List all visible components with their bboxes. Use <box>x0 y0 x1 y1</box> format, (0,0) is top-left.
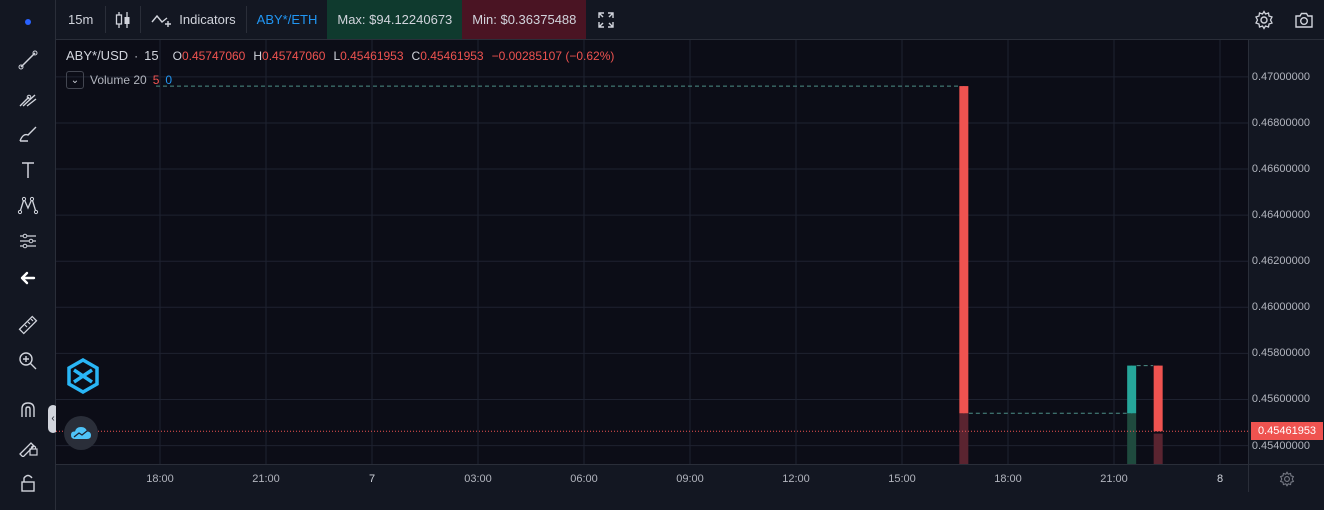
time-axis-label: 8 <box>1216 473 1224 485</box>
text-icon[interactable] <box>10 154 46 186</box>
indicators-button[interactable]: Indicators <box>141 0 245 39</box>
time-axis-label: 7 <box>368 473 376 485</box>
volume-value-1: 5 <box>152 73 160 87</box>
legend-open-label: O <box>172 48 182 63</box>
magnet-icon[interactable] <box>10 394 46 426</box>
pattern-icon[interactable] <box>10 189 46 221</box>
cursor-dot-icon[interactable] <box>10 6 46 38</box>
compare-pair-button[interactable]: ABY*/ETH <box>256 12 318 27</box>
volume-value-2: 0 <box>165 73 173 87</box>
pitchfork-icon[interactable] <box>10 82 46 114</box>
legend-low-value: 0.45461953 <box>340 48 404 63</box>
legend-open-value: 0.45747060 <box>181 48 246 63</box>
chevron-down-icon: ⌄ <box>70 74 80 86</box>
legend-interval: 15 <box>144 48 159 63</box>
unlock-icon[interactable] <box>10 466 46 498</box>
time-axis-label: 06:00 <box>570 473 598 485</box>
price-axis-label: 0.46400000 <box>1251 209 1310 222</box>
axis-settings-button[interactable] <box>1248 464 1324 492</box>
back-arrow-icon[interactable] <box>10 262 46 294</box>
price-axis-label: 0.45400000 <box>1251 439 1310 452</box>
left-drawing-toolbar: ‹ <box>0 0 58 510</box>
candles-icon <box>116 11 130 28</box>
price-axis-label: 0.46000000 <box>1251 301 1310 314</box>
candle-body <box>1127 365 1137 414</box>
top-toolbar: 15m Indicators ABY*/ETH Max: $94.1224067… <box>56 0 1324 40</box>
camera-icon <box>1295 12 1313 28</box>
ohlc-legend: ABY*/USD · 15 O0.45747060 H0.45747060 L0… <box>66 48 614 63</box>
toolbar-divider <box>105 6 107 33</box>
prediction-icon[interactable] <box>10 225 46 257</box>
legend-change: −0.00285107 (−0.62%) <box>491 48 615 63</box>
chevron-left-icon: ‹ <box>51 413 55 424</box>
time-axis-label: 18:00 <box>994 473 1022 485</box>
zoom-in-icon[interactable] <box>10 345 46 377</box>
brush-icon[interactable] <box>10 118 46 150</box>
toolbar-divider <box>140 6 142 33</box>
price-axis-label: 0.45600000 <box>1251 393 1310 406</box>
chart-pane[interactable]: ABY*/USD · 15 O0.45747060 H0.45747060 L0… <box>56 40 1248 464</box>
brand-logo-icon <box>66 357 100 395</box>
settings-button[interactable] <box>1244 9 1284 30</box>
cloud-button[interactable] <box>64 416 98 450</box>
time-axis-label: 09:00 <box>676 473 704 485</box>
price-axis[interactable]: 0.45461953 0.47000000 0.46800000 0.4660000… <box>1248 40 1324 464</box>
ruler-icon[interactable] <box>10 309 46 341</box>
time-axis-label: 12:00 <box>782 473 810 485</box>
time-axis-label: 18:00 <box>146 473 174 485</box>
lock-drawing-icon[interactable] <box>10 430 46 462</box>
legend-symbol[interactable]: ABY*/USD <box>66 48 129 63</box>
volume-bar <box>1153 433 1163 464</box>
indicators-icon <box>151 14 172 27</box>
interval-button[interactable]: 15m <box>68 12 94 27</box>
current-price-tag: 0.45461953 <box>1251 422 1323 441</box>
time-axis-label: 03:00 <box>464 473 492 485</box>
candle-body <box>1153 365 1163 432</box>
settings-icon <box>1279 470 1294 487</box>
settings-icon <box>1255 9 1273 30</box>
legend-high-label: H <box>253 48 263 63</box>
toolbar-divider <box>245 6 247 33</box>
legend-separator: · <box>134 48 139 63</box>
price-axis-label: 0.46800000 <box>1251 116 1310 129</box>
candle-body <box>959 86 969 414</box>
price-axis-label: 0.46200000 <box>1251 255 1310 268</box>
trend-line-icon[interactable] <box>10 44 46 76</box>
volume-bar <box>1127 413 1137 464</box>
volume-bar <box>959 413 969 464</box>
time-axis-label: 15:00 <box>888 473 916 485</box>
fullscreen-icon <box>598 11 615 28</box>
legend-high-value: 0.45747060 <box>262 48 326 63</box>
bottom-strip <box>56 492 1324 510</box>
price-axis-label: 0.45800000 <box>1251 347 1310 360</box>
volume-legend: ⌄ Volume 20 5 0 <box>66 71 172 89</box>
time-axis-label: 21:00 <box>1100 473 1128 485</box>
min-price-badge: Min: $0.36375488 <box>462 0 587 39</box>
toolbar-collapse-handle[interactable]: ‹ <box>48 405 58 433</box>
volume-study-name[interactable]: Volume 20 <box>90 73 147 87</box>
collapse-legend-button[interactable]: ⌄ <box>66 71 84 89</box>
fullscreen-button[interactable] <box>586 0 626 39</box>
price-axis-label: 0.46600000 <box>1251 163 1310 176</box>
max-price-badge: Max: $94.12240673 <box>327 0 463 39</box>
cloud-icon <box>71 427 91 439</box>
time-axis[interactable]: 18:00 21:00 7 03:00 06:00 09:00 12:00 15:00 18:0… <box>56 464 1248 492</box>
legend-low-label: L <box>333 48 341 63</box>
chart-type-button[interactable] <box>106 0 140 39</box>
legend-close-label: C <box>411 48 421 63</box>
legend-close-value: 0.45461953 <box>420 48 484 63</box>
screenshot-button[interactable] <box>1284 10 1324 30</box>
indicators-label: Indicators <box>179 12 236 27</box>
time-axis-label: 21:00 <box>252 473 280 485</box>
price-chart[interactable] <box>56 40 1248 464</box>
price-axis-label: 0.47000000 <box>1251 70 1310 83</box>
